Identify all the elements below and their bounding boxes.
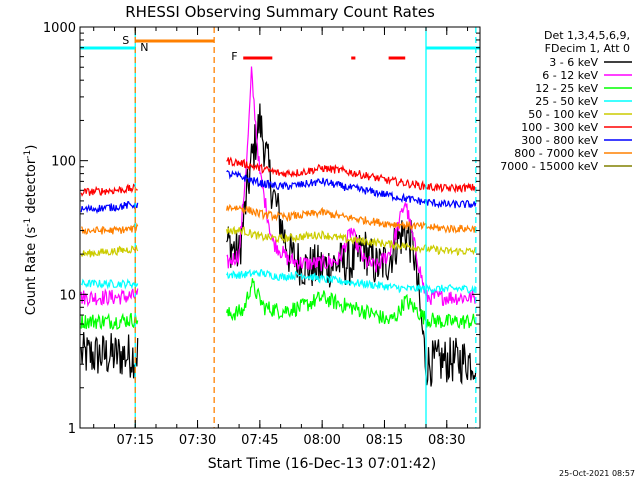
legend-label-3: 25 - 50 keV bbox=[535, 95, 598, 108]
x-tick-label-0815: 08:15 bbox=[366, 433, 403, 448]
plot-area: SN F bbox=[80, 27, 480, 428]
series-line-25-50kev-1 bbox=[226, 268, 477, 295]
legend-label-2: 12 - 25 keV bbox=[535, 82, 598, 95]
series-line-6-12kev-1 bbox=[226, 66, 477, 307]
x-tick-label-0800: 08:00 bbox=[303, 433, 340, 448]
series-line-6-12kev-0 bbox=[80, 288, 139, 308]
y-tick-label-10: 10 bbox=[59, 288, 76, 303]
axes: 1 10 100 1000 07:15 07:30 07:45 08:00 08:15 08:30 bbox=[43, 21, 481, 448]
y-tick-label-1: 1 bbox=[68, 422, 76, 437]
series-line-3-6kev-0 bbox=[80, 332, 139, 379]
series-line-300-800kev-0 bbox=[80, 200, 139, 215]
series-line-800-7000kev-0 bbox=[81, 222, 139, 235]
legend-label-0: 3 - 6 keV bbox=[549, 56, 598, 69]
x-tick-label-0830: 08:30 bbox=[428, 433, 465, 448]
legend-label-7: 800 - 7000 keV bbox=[514, 147, 598, 160]
x-tick-label-0730: 07:30 bbox=[179, 433, 216, 448]
night-label: N bbox=[140, 41, 148, 54]
series-line-100-300kev-0 bbox=[80, 183, 138, 197]
legend-label-5: 100 - 300 keV bbox=[521, 121, 598, 134]
saa-label: S bbox=[122, 34, 129, 47]
flare-label: F bbox=[231, 50, 237, 63]
plot-frame bbox=[79, 26, 481, 429]
legend-label-6: 300 - 800 keV bbox=[521, 134, 598, 147]
series-line-100-300kev-1 bbox=[226, 156, 477, 194]
x-tick-label-0715: 07:15 bbox=[117, 433, 154, 448]
y-tick-label-1000: 1000 bbox=[43, 21, 76, 36]
legend-label-1: 6 - 12 keV bbox=[542, 69, 598, 82]
legend-header-0: Det 1,3,4,5,6,9, bbox=[544, 29, 630, 42]
legend-label-8: 7000 - 15000 keV bbox=[500, 160, 598, 173]
y-axis-label: Count Rate (s-1 detector-1) bbox=[23, 145, 39, 316]
series-line-12-25kev-1 bbox=[226, 278, 477, 329]
series-line-3-6kev-1 bbox=[226, 103, 477, 387]
legend: Det 1,3,4,5,6,9,FDecim 1, Att 03 - 6 keV… bbox=[500, 29, 632, 173]
series-line-300-800kev-1 bbox=[226, 169, 477, 209]
series-line-12-25kev-0 bbox=[80, 312, 139, 331]
x-tick-label-0745: 07:45 bbox=[241, 433, 278, 448]
series-line-50-100kev-1 bbox=[226, 225, 477, 256]
generated-timestamp: 25-Oct-2021 08:57 bbox=[559, 469, 635, 478]
series-line-800-7000kev-1 bbox=[226, 203, 477, 234]
legend-label-4: 50 - 100 keV bbox=[528, 108, 598, 121]
chart-title: RHESSI Observing Summary Count Rates bbox=[125, 3, 435, 21]
series-line-25-50kev-0 bbox=[80, 278, 139, 290]
y-tick-label-100: 100 bbox=[51, 155, 76, 170]
x-axis-label: Start Time (16-Dec-13 07:01:42) bbox=[208, 456, 436, 472]
series-line-50-100kev-0 bbox=[80, 245, 139, 258]
legend-header-1: FDecim 1, Att 0 bbox=[545, 42, 630, 55]
